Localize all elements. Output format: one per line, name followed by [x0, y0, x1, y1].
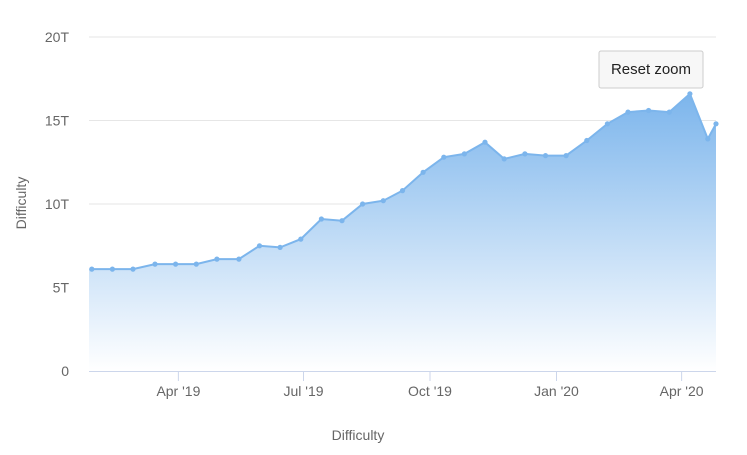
reset-zoom-button-bg[interactable]	[598, 50, 704, 89]
data-point	[89, 266, 95, 272]
data-point	[193, 261, 199, 267]
data-point	[420, 169, 426, 175]
data-point	[542, 153, 549, 159]
data-point	[298, 236, 304, 242]
y-tick-label: 15T	[45, 113, 70, 129]
x-tick-label: Oct '19	[408, 383, 452, 399]
data-point	[522, 151, 528, 157]
x-axis-title: Difficulty	[332, 427, 385, 443]
data-point	[256, 243, 263, 249]
data-point	[380, 198, 386, 204]
data-point	[277, 244, 283, 250]
data-point	[441, 154, 447, 160]
data-point	[109, 266, 115, 272]
x-tick-label: Jul '19	[283, 383, 323, 399]
data-point	[130, 266, 136, 272]
x-tick-label: Apr '20	[660, 383, 704, 399]
data-point	[625, 109, 631, 115]
y-axis-ticks: 0 5T 10T 15T 20T	[45, 29, 70, 379]
x-axis	[89, 371, 716, 381]
data-point	[713, 121, 719, 127]
data-point	[687, 91, 693, 97]
data-point	[236, 256, 242, 262]
data-point	[501, 156, 507, 162]
data-point	[705, 136, 711, 142]
series-points	[89, 91, 719, 272]
data-point	[360, 201, 366, 207]
y-tick-label: 0	[61, 363, 69, 379]
series-area	[89, 93, 716, 372]
y-tick-label: 5T	[53, 280, 70, 296]
data-point	[152, 261, 158, 267]
x-tick-label: Jan '20	[534, 383, 579, 399]
data-point	[214, 256, 220, 262]
reset-zoom-label[interactable]: Reset zoom	[611, 61, 691, 78]
data-point	[584, 137, 590, 144]
data-point	[399, 188, 406, 194]
data-point	[482, 139, 488, 145]
data-point	[604, 121, 611, 127]
y-tick-label: 20T	[45, 29, 70, 45]
data-point	[173, 261, 179, 267]
data-point	[666, 109, 672, 115]
y-axis-title: Difficulty	[13, 177, 29, 230]
data-point	[318, 216, 324, 222]
x-axis-ticks: Apr '19 Jul '19 Oct '19 Jan '20 Apr '20	[156, 383, 703, 399]
data-point	[461, 151, 467, 157]
y-tick-label: 10T	[45, 196, 70, 212]
data-point	[646, 107, 652, 114]
data-point	[563, 153, 569, 159]
reset-zoom-button[interactable]: Reset zoom	[598, 50, 704, 89]
series-line	[91, 92, 717, 271]
x-tick-label: Apr '19	[156, 383, 200, 399]
data-point	[339, 218, 345, 224]
